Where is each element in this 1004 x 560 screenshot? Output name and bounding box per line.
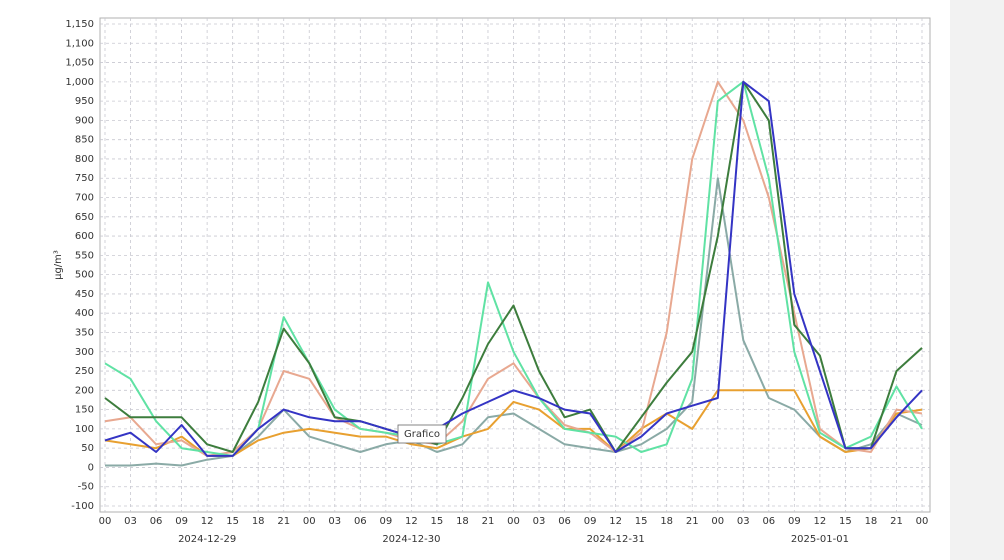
x-tick-label: 12 — [405, 516, 418, 527]
y-tick-label: 750 — [75, 173, 94, 184]
x-tick-label: 21 — [482, 516, 495, 527]
y-tick-label: 250 — [75, 366, 94, 377]
x-tick-label: 03 — [124, 516, 137, 527]
series-line — [104, 389, 923, 457]
x-tick-label: 03 — [737, 516, 750, 527]
x-tick-label: 12 — [814, 516, 827, 527]
date-label: 2025-01-01 — [791, 534, 849, 545]
y-tick-label: 350 — [75, 327, 94, 338]
y-tick-label: 500 — [75, 270, 94, 281]
y-axis-label: µg/m³ — [53, 250, 64, 280]
date-label: 2024-12-31 — [587, 534, 645, 545]
y-tick-label: 1,150 — [65, 19, 94, 30]
x-tick-label: 03 — [328, 516, 341, 527]
x-tick-label: 21 — [890, 516, 903, 527]
series-line — [105, 177, 923, 467]
x-tick-label: 21 — [686, 516, 699, 527]
x-tick-label: 00 — [916, 516, 929, 527]
x-tick-label: 00 — [99, 516, 112, 527]
x-tick-label: 15 — [226, 516, 239, 527]
x-tick-label: 06 — [762, 516, 775, 527]
y-tick-label: 0 — [88, 462, 94, 473]
x-tick-label: 06 — [150, 516, 163, 527]
y-tick-label: 850 — [75, 135, 94, 146]
x-tick-label: 12 — [609, 516, 622, 527]
x-tick-label: 09 — [379, 516, 392, 527]
date-label: 2024-12-30 — [382, 534, 440, 545]
x-tick-label: 18 — [660, 516, 673, 527]
y-tick-label: 50 — [81, 443, 94, 454]
x-tick-label: 09 — [788, 516, 801, 527]
x-tick-label: 09 — [584, 516, 597, 527]
y-tick-label: 1,050 — [65, 58, 94, 69]
y-tick-label: -50 — [78, 482, 94, 493]
x-tick-label: 00 — [711, 516, 724, 527]
x-tick-label: 00 — [303, 516, 316, 527]
y-tick-label: 950 — [75, 96, 94, 107]
x-tick-label: 15 — [839, 516, 852, 527]
x-tick-label: 09 — [175, 516, 188, 527]
x-tick-label: 12 — [201, 516, 214, 527]
x-tick-label: 18 — [252, 516, 265, 527]
y-tick-label: 400 — [75, 308, 94, 319]
plot-area — [99, 17, 931, 513]
y-tick-label: 300 — [75, 347, 94, 358]
x-tick-label: 15 — [431, 516, 444, 527]
x-tick-label: 18 — [456, 516, 469, 527]
tooltip-box — [397, 424, 447, 444]
side-strip — [950, 0, 1004, 560]
x-tick-label: 06 — [558, 516, 571, 527]
y-tick-label: 150 — [75, 405, 94, 416]
y-tick-label: -100 — [71, 501, 94, 512]
y-tick-label: 650 — [75, 212, 94, 223]
x-tick-label: 03 — [533, 516, 546, 527]
series-line — [104, 80, 923, 457]
y-tick-label: 700 — [75, 193, 94, 204]
tooltip: Grafico — [397, 424, 447, 444]
y-tick-label: 900 — [75, 115, 94, 126]
date-label: 2024-12-29 — [178, 534, 236, 545]
tooltip-text: Grafico — [404, 429, 440, 440]
y-tick-label: 100 — [75, 424, 94, 435]
y-tick-label: 1,000 — [65, 77, 94, 88]
x-tick-label: 18 — [865, 516, 878, 527]
x-tick-label: 00 — [507, 516, 520, 527]
x-tick-label: 06 — [354, 516, 367, 527]
series-line — [104, 80, 923, 453]
y-tick-label: 450 — [75, 289, 94, 300]
y-tick-label: 600 — [75, 231, 94, 242]
x-tick-label: 15 — [635, 516, 648, 527]
y-tick-label: 1,100 — [65, 38, 94, 49]
series-line — [104, 80, 923, 457]
x-tick-label: 21 — [277, 516, 290, 527]
y-tick-label: 200 — [75, 385, 94, 396]
y-tick-label: 550 — [75, 250, 94, 261]
y-tick-label: 800 — [75, 154, 94, 165]
